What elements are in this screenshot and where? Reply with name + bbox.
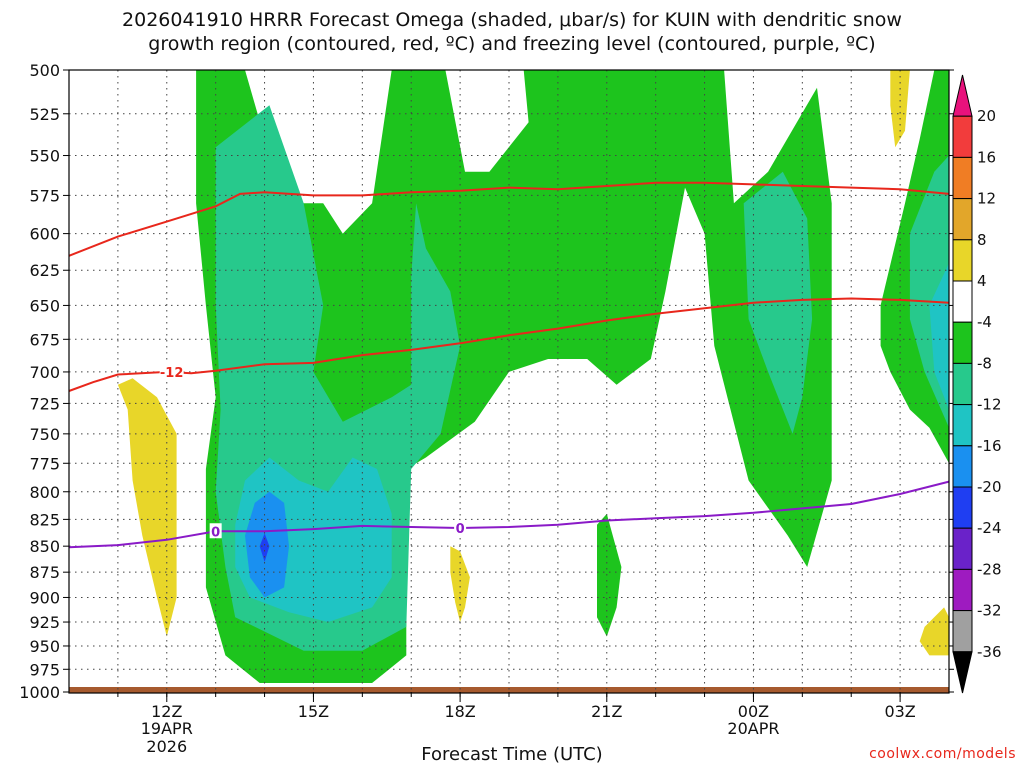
colorbar-label: -24 <box>977 519 1002 537</box>
omega-region-11 <box>929 263 949 410</box>
colorbar-arrow-top <box>952 74 973 117</box>
colorbar-swatch <box>952 362 973 406</box>
x-tick-label: 00Z <box>738 702 769 721</box>
colorbar-swatch <box>952 445 973 488</box>
colorbar-swatch <box>952 527 973 570</box>
y-tick-label: 800 <box>29 483 60 502</box>
credit-text: coolwx.com/models <box>869 746 1016 762</box>
x-tick-label: 18Z <box>444 702 475 721</box>
omega-shading <box>69 70 949 693</box>
colorbar-swatch <box>952 404 973 447</box>
y-tick-label: 950 <box>29 637 60 656</box>
x-tick-label: 12Z <box>151 702 182 721</box>
colorbar-swatch <box>952 610 973 653</box>
colorbar-label: -4 <box>977 313 992 331</box>
colorbar-label: -12 <box>977 396 1002 414</box>
freezing-contour-label: 0 <box>456 522 465 537</box>
grid <box>69 70 949 692</box>
colorbar-label: -8 <box>977 354 992 372</box>
x-tick-label: 03Z <box>884 702 915 721</box>
colorbar-swatch <box>952 321 973 364</box>
y-tick-label: 775 <box>29 454 60 473</box>
ground-strip <box>69 687 949 693</box>
y-tick-label: 875 <box>29 563 60 582</box>
colorbar-swatch <box>952 198 973 241</box>
omega-region-8 <box>743 171 813 434</box>
chart-title-line2: growth region (contoured, red, ºC) and f… <box>148 33 876 55</box>
omega-region-13 <box>259 533 270 562</box>
x-tick-date: 20APR <box>727 719 779 738</box>
colorbar-label: 4 <box>977 272 987 290</box>
y-tick-label: 650 <box>29 296 60 315</box>
colorbar-label: 16 <box>977 148 996 166</box>
y-tick-label: 675 <box>29 330 60 349</box>
omega-region-5 <box>597 513 622 637</box>
colorbar-swatch <box>952 568 973 612</box>
y-tick-label: 525 <box>29 105 60 124</box>
y-tick-label: 825 <box>29 510 60 529</box>
freezing-label-bg <box>209 523 222 539</box>
omega-region-2 <box>890 70 910 148</box>
y-tick-label: 550 <box>29 147 60 166</box>
colorbar-label: -36 <box>977 643 1002 661</box>
y-tick-label: 900 <box>29 588 60 607</box>
dgz-label-bg <box>159 363 184 380</box>
freezing-label-bg <box>454 520 467 536</box>
omega-region-1 <box>450 546 470 622</box>
dgz-upper-contour <box>68 181 950 257</box>
y-tick-label: 700 <box>29 363 60 382</box>
y-axis: 500 525 550 575 600 625 650 675 700 725 750 775 800 8… <box>19 61 954 702</box>
x-tick-date: 19APR <box>141 719 193 738</box>
colorbar-swatch <box>952 280 973 323</box>
colorbar-label: -28 <box>977 560 1002 578</box>
y-tick-label: 500 <box>29 61 60 80</box>
contours: -12 0 0 <box>68 181 950 549</box>
y-tick-label: 750 <box>29 425 60 444</box>
y-tick-label: 725 <box>29 394 60 413</box>
colorbar-arrow-bottom <box>952 651 973 694</box>
y-tick-label: 575 <box>29 186 60 205</box>
y-tick-label: 975 <box>29 660 60 679</box>
freezing-contour-label: 0 <box>211 525 220 540</box>
colorbar-label: 12 <box>977 190 996 208</box>
y-tick-label: 925 <box>29 613 60 632</box>
y-tick-label: 625 <box>29 261 60 280</box>
dgz-contour-label: -12 <box>160 366 184 381</box>
colorbar-swatch <box>952 156 973 200</box>
colorbar-label: -32 <box>977 602 1002 620</box>
chart-title-line1: 2026041910 HRRR Forecast Omega (shaded, … <box>122 9 902 31</box>
colorbar-label: -20 <box>977 478 1002 496</box>
colorbar: 20 16 12 8 4 -4 -8 -12 -16 -20 -24 -28 -32 -36 <box>952 74 1002 694</box>
colorbar-swatch <box>952 486 973 529</box>
y-tick-label: 850 <box>29 537 60 556</box>
omega-region-3 <box>919 607 949 656</box>
colorbar-swatch <box>952 115 973 158</box>
y-tick-label: 600 <box>29 225 60 244</box>
colorbar-label: 20 <box>977 107 996 125</box>
omega-region-0 <box>117 378 177 637</box>
colorbar-swatch <box>952 239 973 282</box>
y-tick-label: 1000 <box>19 683 60 702</box>
colorbar-label: -16 <box>977 437 1002 455</box>
x-axis-title: Forecast Time (UTC) <box>421 744 603 765</box>
x-tick-label: 15Z <box>298 702 329 721</box>
x-tick-label: 21Z <box>591 702 622 721</box>
x-tick-year: 2026 <box>146 737 187 756</box>
colorbar-label: 8 <box>977 231 987 249</box>
